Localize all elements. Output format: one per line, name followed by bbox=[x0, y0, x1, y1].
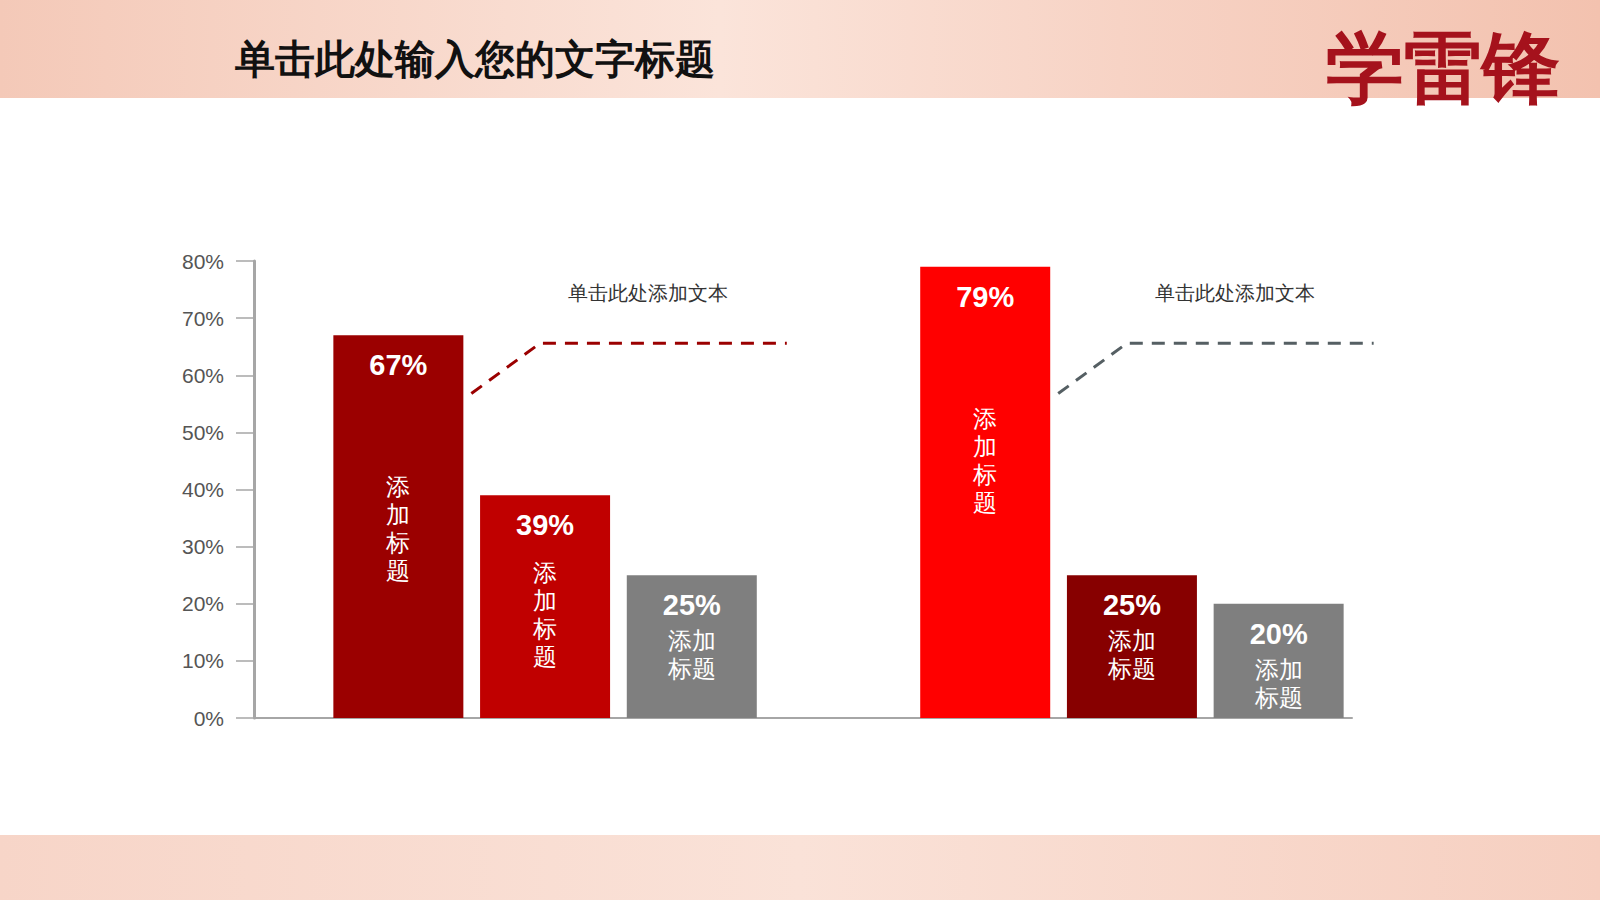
svg-text:80%: 80% bbox=[182, 250, 224, 273]
svg-text:0%: 0% bbox=[194, 707, 224, 730]
svg-text:30%: 30% bbox=[182, 535, 224, 558]
svg-text:添: 添 bbox=[973, 405, 997, 433]
svg-text:添: 添 bbox=[386, 473, 410, 501]
svg-text:标题: 标题 bbox=[1254, 684, 1303, 712]
svg-text:题: 题 bbox=[533, 643, 557, 671]
svg-text:加: 加 bbox=[386, 501, 410, 529]
svg-text:20%: 20% bbox=[1250, 618, 1308, 650]
svg-text:题: 题 bbox=[973, 489, 997, 517]
svg-text:25%: 25% bbox=[1103, 589, 1161, 621]
svg-text:39%: 39% bbox=[516, 509, 574, 541]
svg-text:加: 加 bbox=[973, 433, 997, 461]
svg-text:79%: 79% bbox=[956, 281, 1014, 313]
svg-text:40%: 40% bbox=[182, 478, 224, 501]
svg-text:67%: 67% bbox=[369, 349, 427, 381]
svg-text:学雷锋: 学雷锋 bbox=[1326, 22, 1560, 113]
svg-text:题: 题 bbox=[386, 557, 410, 585]
svg-text:单击此处输入您的文字标题: 单击此处输入您的文字标题 bbox=[234, 36, 715, 82]
svg-text:标: 标 bbox=[972, 461, 997, 489]
svg-text:标: 标 bbox=[385, 529, 410, 557]
svg-text:标题: 标题 bbox=[1107, 655, 1156, 683]
svg-text:标: 标 bbox=[532, 615, 557, 643]
svg-text:20%: 20% bbox=[182, 592, 224, 615]
svg-text:10%: 10% bbox=[182, 649, 224, 672]
svg-text:添加: 添加 bbox=[668, 627, 716, 655]
svg-text:70%: 70% bbox=[182, 307, 224, 330]
svg-text:加: 加 bbox=[533, 587, 557, 615]
svg-text:单击此处添加文本: 单击此处添加文本 bbox=[568, 281, 728, 305]
svg-text:50%: 50% bbox=[182, 421, 224, 444]
svg-text:添加: 添加 bbox=[1255, 656, 1303, 684]
svg-text:60%: 60% bbox=[182, 364, 224, 387]
svg-text:添加: 添加 bbox=[1108, 627, 1156, 655]
svg-text:添: 添 bbox=[533, 559, 557, 587]
svg-text:单击此处添加文本: 单击此处添加文本 bbox=[1155, 281, 1315, 305]
svg-text:25%: 25% bbox=[663, 589, 721, 621]
svg-text:标题: 标题 bbox=[667, 655, 716, 683]
